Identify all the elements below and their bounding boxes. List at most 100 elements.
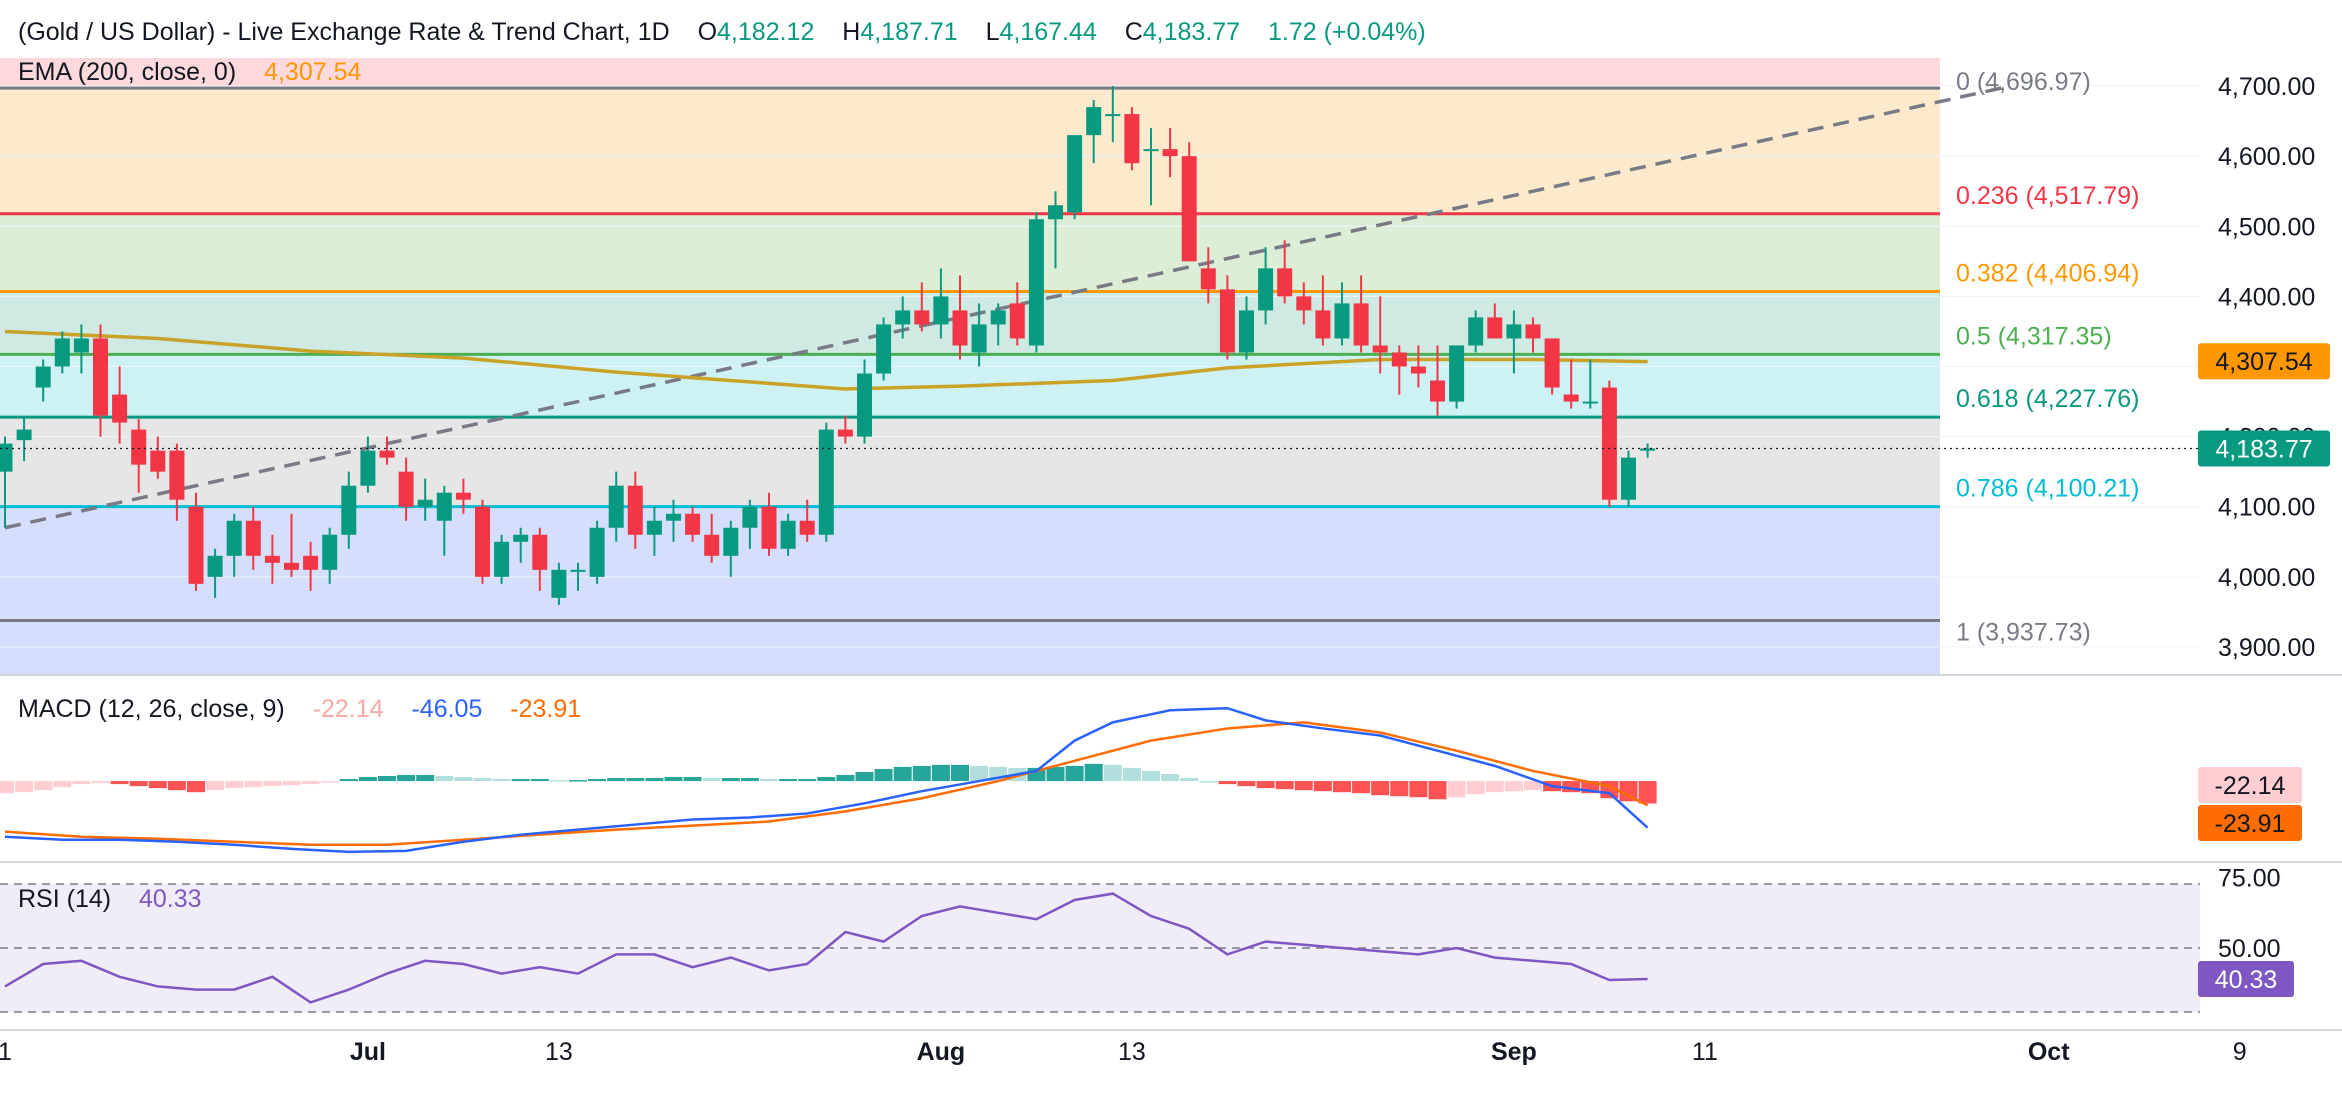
candle[interactable] <box>666 499 681 542</box>
candle[interactable] <box>513 527 529 563</box>
candle[interactable] <box>1563 359 1579 409</box>
candle[interactable] <box>1582 359 1598 409</box>
candle[interactable] <box>1200 247 1216 304</box>
candle[interactable] <box>1506 310 1522 374</box>
candle[interactable] <box>455 478 471 514</box>
candle[interactable] <box>1162 128 1178 178</box>
candle[interactable] <box>436 485 452 556</box>
candle[interactable] <box>1449 345 1465 409</box>
candle[interactable] <box>188 492 204 591</box>
candle[interactable] <box>54 331 70 374</box>
candle-body <box>1200 268 1216 290</box>
candle[interactable] <box>799 499 815 542</box>
candle[interactable] <box>1048 191 1063 269</box>
candle[interactable] <box>245 506 261 570</box>
candle[interactable] <box>1296 282 1312 325</box>
candle[interactable] <box>876 317 892 381</box>
candle[interactable] <box>1601 380 1617 507</box>
candle[interactable] <box>112 366 128 444</box>
candle[interactable] <box>1315 275 1331 346</box>
candle[interactable] <box>1410 345 1426 388</box>
rsi-line[interactable] <box>4 892 1648 1004</box>
candle-body <box>398 471 414 507</box>
candle[interactable] <box>1487 303 1503 339</box>
candle[interactable] <box>93 324 108 437</box>
candle[interactable] <box>971 303 987 367</box>
candle[interactable] <box>322 527 338 584</box>
candle[interactable] <box>1143 128 1159 206</box>
candle[interactable] <box>1277 240 1293 304</box>
candle[interactable] <box>35 359 51 402</box>
candle[interactable] <box>169 443 185 521</box>
candle[interactable] <box>914 282 930 332</box>
candle[interactable] <box>685 506 701 542</box>
candle[interactable] <box>1105 86 1121 143</box>
candle[interactable] <box>131 419 147 493</box>
candle[interactable] <box>742 499 758 549</box>
rsi-legend[interactable]: RSI (14) 40.33 <box>18 885 202 914</box>
candle[interactable] <box>723 520 739 577</box>
candle[interactable] <box>360 436 376 493</box>
candle[interactable] <box>264 534 280 584</box>
candle[interactable] <box>1086 100 1102 164</box>
candle[interactable] <box>990 303 1006 346</box>
macd-legend[interactable]: MACD (12, 26, close, 9) -22.14 -46.05 -2… <box>18 695 581 724</box>
candle[interactable] <box>570 562 586 591</box>
candle[interactable] <box>1258 247 1274 325</box>
candle[interactable] <box>1009 282 1025 346</box>
candle[interactable] <box>857 359 872 444</box>
candle[interactable] <box>1640 443 1656 458</box>
candle[interactable] <box>417 478 433 521</box>
candle[interactable] <box>1028 212 1044 353</box>
candle[interactable] <box>379 436 395 465</box>
candle[interactable] <box>818 422 834 542</box>
candle[interactable] <box>646 506 662 556</box>
candle[interactable] <box>150 436 166 479</box>
candle[interactable] <box>895 296 911 339</box>
candle[interactable] <box>1181 142 1197 262</box>
candle[interactable] <box>1334 282 1350 346</box>
candle[interactable] <box>1621 450 1636 507</box>
candle[interactable] <box>952 275 968 360</box>
candle[interactable] <box>1391 345 1407 395</box>
candle[interactable] <box>532 527 548 591</box>
candle[interactable] <box>627 471 643 549</box>
candle[interactable] <box>475 499 490 584</box>
candle[interactable] <box>1219 275 1235 360</box>
candle[interactable] <box>933 268 949 339</box>
macd-signal-line[interactable] <box>4 721 1649 847</box>
candle[interactable] <box>0 436 13 528</box>
candle[interactable] <box>16 415 32 462</box>
candle[interactable] <box>1544 338 1560 395</box>
candle[interactable] <box>1468 310 1484 353</box>
candle[interactable] <box>303 541 319 591</box>
candle[interactable] <box>73 324 89 374</box>
candle[interactable] <box>1525 317 1541 353</box>
last-price-badge: 4,183.77 <box>2198 430 2330 467</box>
candle[interactable] <box>608 471 624 542</box>
candle[interactable] <box>704 513 720 563</box>
candle[interactable] <box>551 562 567 605</box>
candle[interactable] <box>1372 296 1388 374</box>
candle[interactable] <box>1124 107 1140 171</box>
candle[interactable] <box>207 548 223 598</box>
candle[interactable] <box>1430 345 1445 416</box>
macd-line[interactable] <box>4 706 1649 854</box>
candle[interactable] <box>761 492 777 556</box>
candle-body <box>551 569 567 598</box>
candle[interactable] <box>1239 296 1254 360</box>
candle[interactable] <box>284 513 299 577</box>
candle[interactable] <box>589 520 605 584</box>
candle[interactable] <box>1067 135 1083 220</box>
candle[interactable] <box>226 513 242 577</box>
trendline-dashed[interactable] <box>4 84 2011 530</box>
candle[interactable] <box>1353 275 1369 353</box>
candle[interactable] <box>341 471 357 549</box>
candle[interactable] <box>837 415 853 444</box>
candle[interactable] <box>780 513 796 556</box>
ema-legend[interactable]: EMA (200, close, 0) 4,307.54 <box>18 58 361 87</box>
candle[interactable] <box>494 534 510 584</box>
candle[interactable] <box>398 457 414 521</box>
